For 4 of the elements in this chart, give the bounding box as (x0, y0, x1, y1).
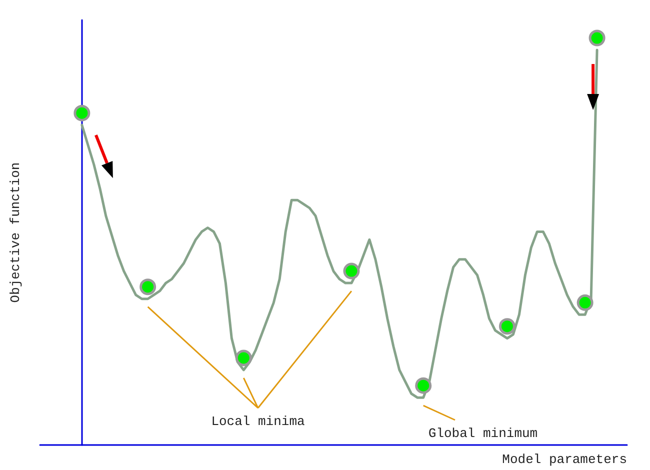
x-axis-title: Model parameters (502, 452, 627, 467)
y-axis-title: Objective function (8, 162, 23, 303)
annotation: Global minimum (428, 426, 538, 441)
annotation: Local minima (211, 414, 305, 429)
